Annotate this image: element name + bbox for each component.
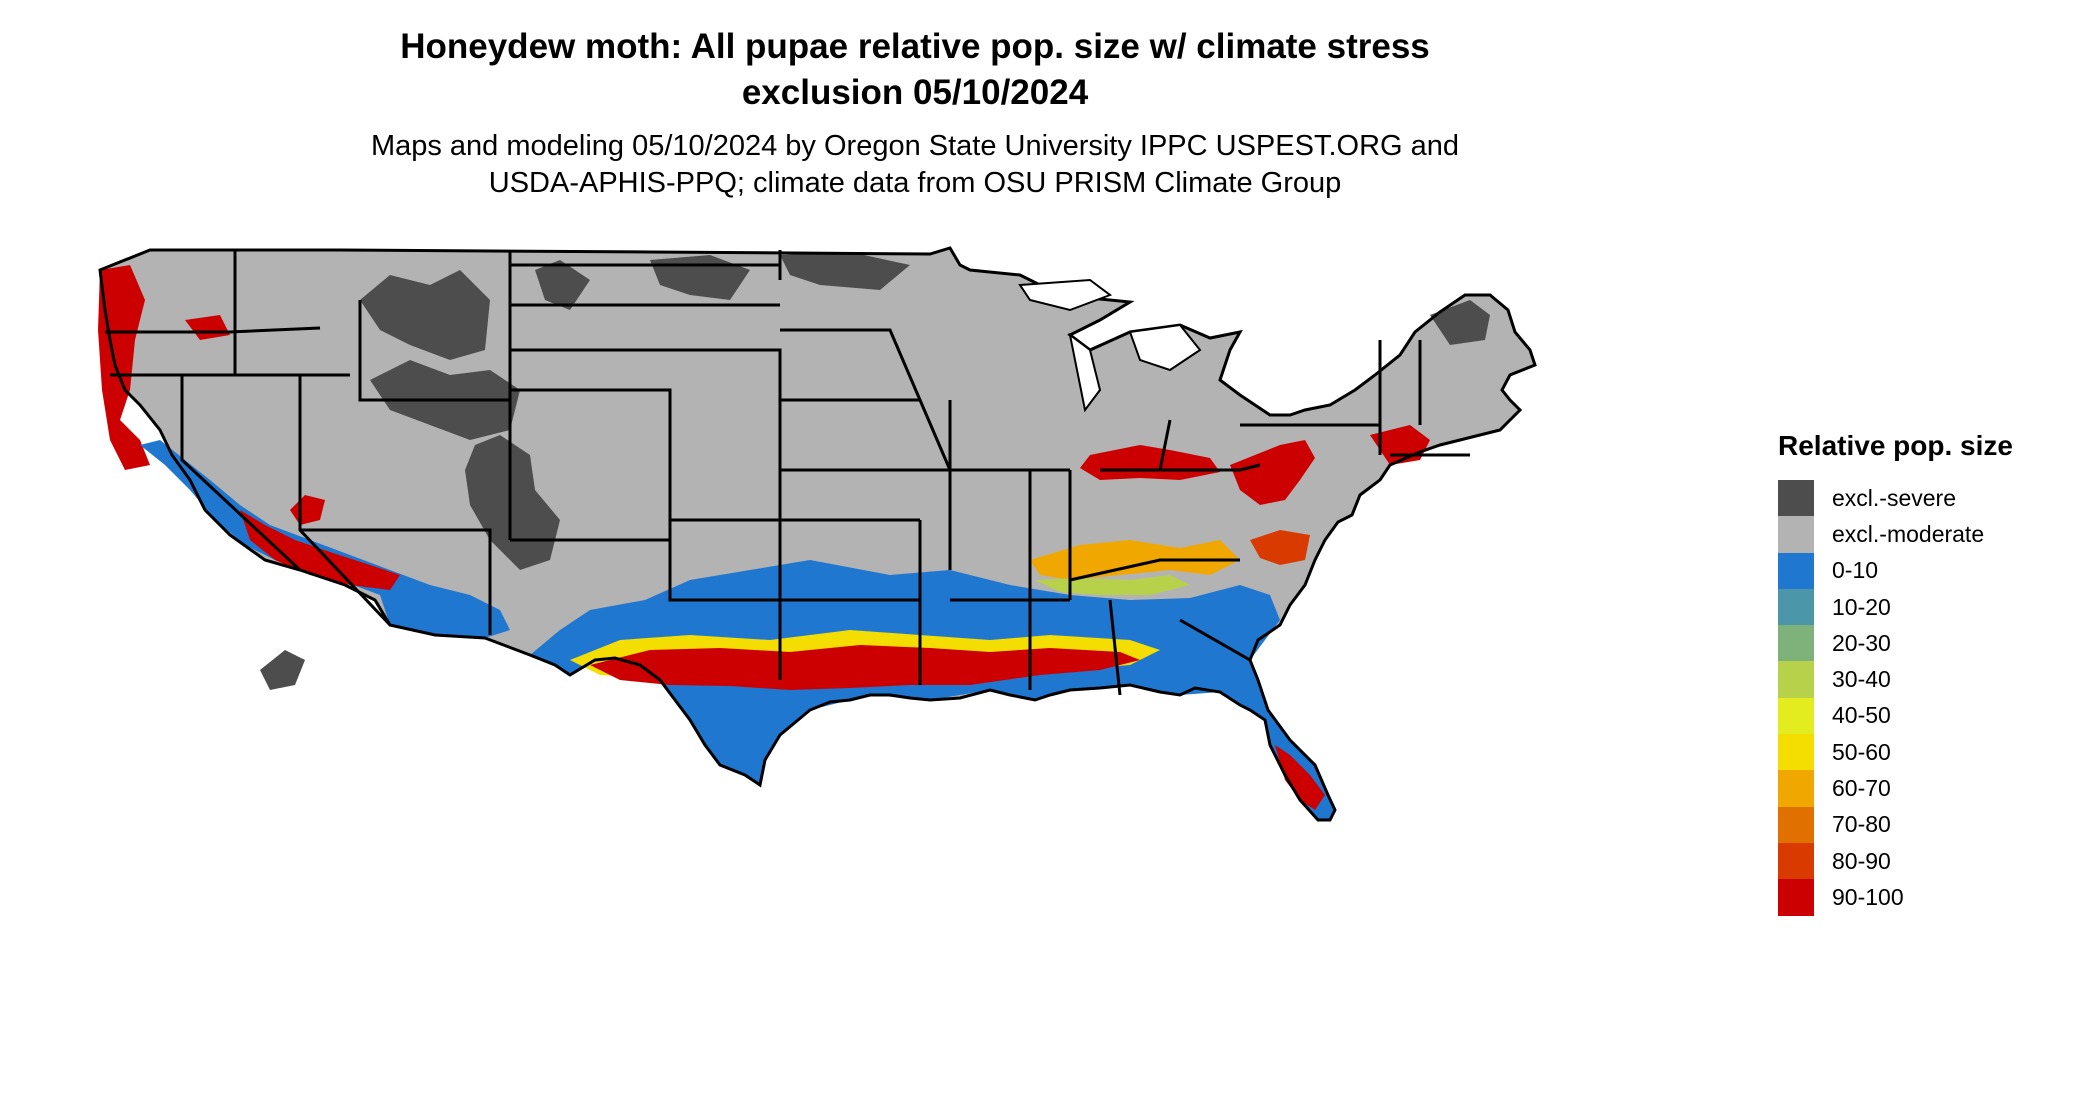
legend-label: 30-40 <box>1832 666 1891 693</box>
legend-swatch <box>1778 806 1814 843</box>
legend-label: 0-10 <box>1832 557 1879 584</box>
legend-label: 40-50 <box>1832 702 1891 729</box>
legend-label: 80-90 <box>1832 847 1891 874</box>
low-suitability-zone <box>530 560 1335 820</box>
legend-item: 60-70 <box>1778 770 2078 807</box>
legend-item: 40-50 <box>1778 697 2078 735</box>
legend-item: 80-90 <box>1778 842 2078 880</box>
legend-item: 90-100 <box>1778 879 2078 916</box>
legend-swatch <box>1778 552 1814 589</box>
state-boundaries <box>98 246 1537 822</box>
legend-swatch <box>1778 661 1814 698</box>
map-title: Honeydew moth: All pupae relative pop. s… <box>340 24 1490 116</box>
legend-title: Relative pop. size <box>1778 430 2013 461</box>
legend-item: excl.-severe <box>1778 480 2078 517</box>
legend-label: 10-20 <box>1832 593 1891 620</box>
legend-item: 0-10 <box>1778 552 2078 589</box>
legend-swatch <box>1778 697 1814 735</box>
legend-label: 50-60 <box>1832 738 1891 765</box>
us-map <box>98 246 1537 822</box>
legend-label: 90-100 <box>1832 883 1904 910</box>
legend-label: 60-70 <box>1832 775 1891 802</box>
great-lakes <box>1018 278 1202 413</box>
legend-swatch <box>1778 879 1814 916</box>
legend-item: 10-20 <box>1778 588 2078 626</box>
legend-swatch <box>1778 842 1814 880</box>
legend-item: 20-30 <box>1778 625 2078 662</box>
gulf-coast-band <box>240 510 1325 810</box>
legend-item: 70-80 <box>1778 806 2078 843</box>
legend-item: 30-40 <box>1778 661 2078 698</box>
subtitle-line-2: USDA-APHIS-PPQ; climate data from OSU PR… <box>488 167 1342 199</box>
legend-label: 70-80 <box>1832 811 1891 838</box>
legend-swatch <box>1778 625 1814 662</box>
legend-label: 20-30 <box>1832 629 1891 656</box>
legend-item: 50-60 <box>1778 734 2078 771</box>
legend-label: excl.-severe <box>1832 484 1956 511</box>
southwest-low-zone <box>140 440 510 638</box>
severe-exclusion-zones <box>260 252 1490 690</box>
legend-swatch <box>1778 588 1814 626</box>
subtitle-line-1: Maps and modeling 05/10/2024 by Oregon S… <box>370 130 1460 162</box>
map-legend: Relative pop. size excl.-severe excl.-mod… <box>1778 430 2078 916</box>
legend-swatch <box>1778 770 1814 807</box>
legend-label: excl.-moderate <box>1832 520 1985 547</box>
legend-item: excl.-moderate <box>1778 516 2078 553</box>
legend-swatch <box>1778 734 1814 771</box>
title-line-1: Honeydew moth: All pupae relative pop. s… <box>400 27 1430 66</box>
title-line-2: exclusion 05/10/2024 <box>741 73 1089 112</box>
us-landmass <box>100 248 1535 820</box>
legend-swatch <box>1778 480 1814 517</box>
legend-swatch <box>1778 516 1814 553</box>
map-subtitle: Maps and modeling 05/10/2024 by Oregon S… <box>300 128 1530 202</box>
legend-items: excl.-severe excl.-moderate 0-10 10-20 20-30… <box>1778 480 2078 916</box>
